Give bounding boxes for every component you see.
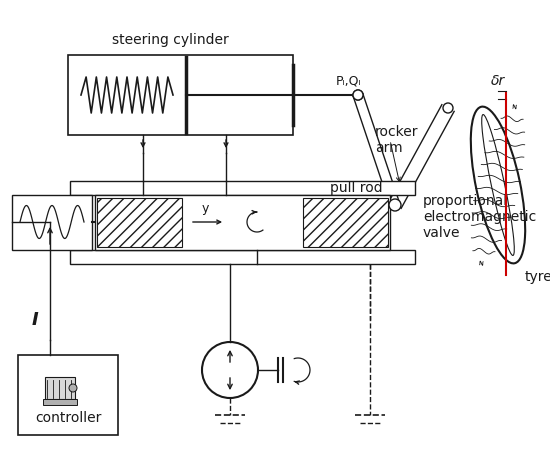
Text: y: y	[201, 202, 208, 215]
Text: rocker
arm: rocker arm	[375, 125, 419, 155]
Bar	[43, 399, 77, 405]
Text: Pₗ,Qₗ: Pₗ,Qₗ	[336, 74, 362, 87]
Circle shape	[353, 90, 363, 100]
Text: proportional
electromagnetic
valve: proportional electromagnetic valve	[423, 194, 536, 240]
Circle shape	[69, 384, 77, 392]
Circle shape	[389, 199, 401, 211]
Text: controller: controller	[35, 411, 101, 425]
Circle shape	[353, 90, 363, 100]
Bar	[303, 198, 388, 247]
Bar	[97, 198, 182, 247]
Bar	[68, 55, 293, 135]
Circle shape	[390, 200, 400, 210]
Bar	[18, 355, 118, 435]
Text: steering cylinder: steering cylinder	[112, 33, 229, 47]
Circle shape	[443, 103, 453, 113]
Text: pull rod: pull rod	[330, 181, 383, 195]
Bar	[95, 195, 390, 250]
Text: δr: δr	[491, 74, 505, 88]
Text: I: I	[32, 311, 39, 329]
Bar	[45, 377, 75, 399]
Bar	[70, 181, 415, 195]
Bar	[12, 195, 92, 250]
Bar	[70, 250, 415, 264]
Text: tyre: tyre	[525, 270, 550, 284]
